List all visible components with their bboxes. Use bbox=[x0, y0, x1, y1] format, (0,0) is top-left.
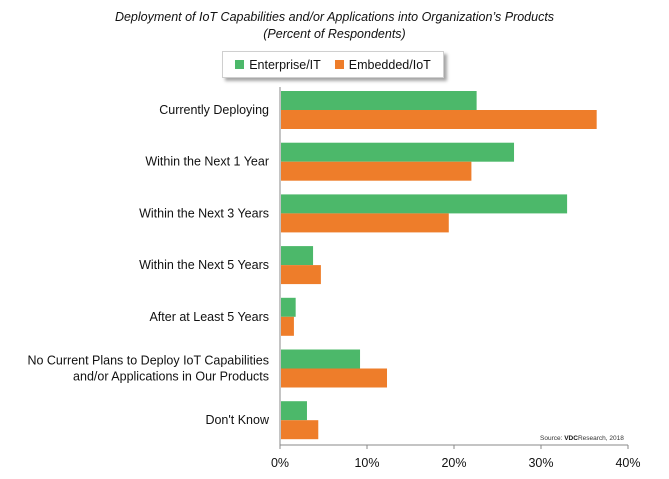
category-label: No Current Plans to Deploy IoT Capabilit… bbox=[27, 354, 269, 368]
bar-embedded bbox=[281, 110, 597, 129]
bar-embedded bbox=[281, 316, 294, 336]
legend-label-enterprise: Enterprise/IT bbox=[249, 57, 321, 72]
x-tick-label: 20% bbox=[441, 456, 466, 470]
bar-enterprise bbox=[281, 194, 568, 214]
x-tick-label: 30% bbox=[528, 456, 553, 470]
bar-enterprise bbox=[281, 142, 515, 162]
bar-enterprise bbox=[281, 297, 296, 317]
x-tick-label: 0% bbox=[271, 456, 289, 470]
bar-embedded bbox=[281, 265, 321, 285]
legend-item-embedded: Embedded/IoT bbox=[334, 57, 431, 72]
category-label: Currently Deploying bbox=[159, 103, 269, 117]
bar-enterprise bbox=[281, 246, 314, 266]
category-label: Within the Next 3 Years bbox=[139, 206, 269, 220]
legend: Enterprise/IT Embedded/IoT bbox=[222, 51, 444, 78]
bar-embedded bbox=[281, 420, 319, 440]
bar-enterprise bbox=[281, 401, 307, 421]
bar-embedded bbox=[281, 161, 472, 181]
chart-title: Deployment of IoT Capabilities and/or Ap… bbox=[114, 10, 555, 24]
legend-item-enterprise: Enterprise/IT bbox=[235, 58, 321, 72]
chart-subtitle: (Percent of Respondents) bbox=[263, 27, 406, 41]
source-brand: VDC bbox=[564, 435, 578, 442]
category-label: Within the Next 5 Years bbox=[139, 258, 269, 272]
x-tick-label: 10% bbox=[354, 456, 379, 470]
x-tick-label: 40% bbox=[615, 456, 640, 470]
bar-embedded bbox=[281, 368, 388, 388]
legend-swatch-embedded bbox=[334, 60, 344, 69]
source-label: Source: bbox=[540, 435, 563, 442]
bar-enterprise bbox=[281, 349, 361, 369]
bar-enterprise bbox=[281, 91, 477, 110]
category-label: After at Least 5 Years bbox=[149, 310, 269, 324]
category-label: and/or Applications in Our Products bbox=[73, 370, 269, 384]
category-label: Don't Know bbox=[205, 413, 270, 427]
bar-embedded bbox=[281, 213, 449, 233]
category-label: Within the Next 1 Year bbox=[145, 155, 269, 169]
source-note: Source: VDCResearch, 2018 bbox=[540, 435, 624, 442]
legend-label-embedded: Embedded/IoT bbox=[348, 57, 431, 72]
legend-swatch-enterprise bbox=[235, 60, 245, 69]
source-rest: Research, 2018 bbox=[577, 435, 624, 442]
